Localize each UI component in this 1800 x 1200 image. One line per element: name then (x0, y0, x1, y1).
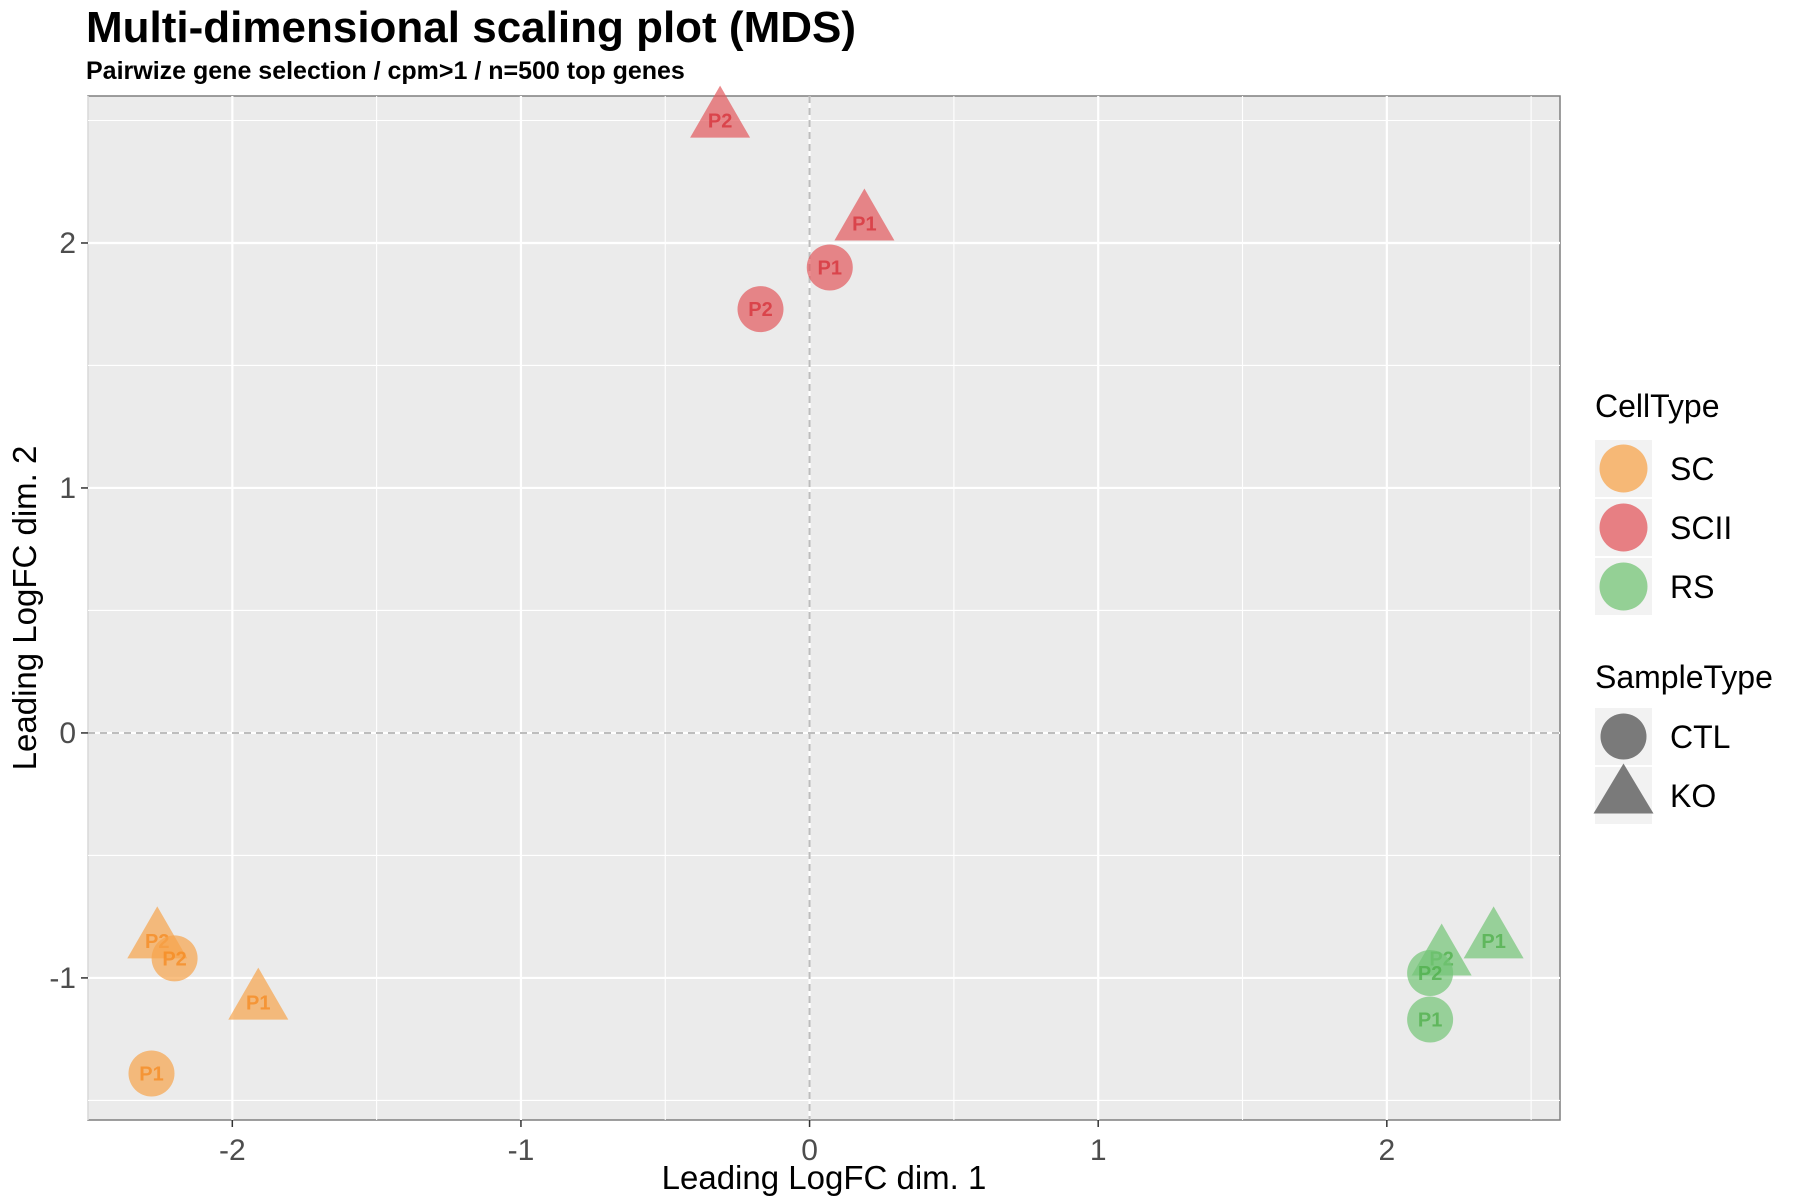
x-tick-label: -2 (219, 1134, 246, 1167)
legend-celltype-entries: SC SCII RS (1595, 440, 1732, 615)
legend-sampletype-title: SampleType (1595, 659, 1773, 695)
legend-swatch-rs (1599, 562, 1648, 611)
point-scii-ko-p1 (834, 188, 895, 241)
y-tick-label: 2 (59, 227, 76, 260)
legend-celltype-title: CellType (1595, 388, 1720, 424)
point-label: P1 (818, 257, 842, 279)
point-sc-ko-p1 (228, 967, 289, 1020)
y-tick-label: 1 (59, 472, 76, 505)
point-rs-ctl-p2 (1407, 950, 1454, 997)
point-label: P1 (139, 1063, 163, 1085)
point-label: P1 (852, 213, 876, 235)
x-tick-label: 0 (801, 1134, 818, 1167)
point-label: P2 (1418, 963, 1442, 985)
chart-title: Multi-dimensional scaling plot (MDS) (86, 3, 856, 52)
point-label: P2 (748, 299, 772, 321)
point-label: P1 (246, 992, 270, 1014)
point-label: P1 (1481, 931, 1505, 953)
legend-label-ko: KO (1670, 778, 1716, 814)
axis-ticks: -2 -1 0 1 2 -1 0 1 2 (49, 227, 1395, 1167)
x-axis-title: Leading LogFC dim. 1 (662, 1159, 987, 1196)
y-axis-title: Leading LogFC dim. 2 (6, 446, 43, 771)
legend-sampletype-entries: CTL KO (1593, 708, 1730, 824)
point-label: P2 (708, 110, 732, 132)
point-scii-ctl-p1 (806, 244, 853, 291)
point-label: P1 (1418, 1010, 1442, 1032)
point-scii-ctl-p2 (737, 286, 784, 333)
point-sc-ctl-p2 (151, 935, 198, 982)
legend-label-ctl: CTL (1670, 719, 1730, 755)
legend-shape-triangle (1593, 763, 1654, 814)
legend: CellType SC SCII RS SampleType CTL KO (1593, 388, 1773, 824)
legend-shape-circle (1600, 713, 1647, 760)
point-label: P2 (162, 948, 186, 970)
point-sc-ctl-p1 (128, 1050, 175, 1097)
legend-label-sc: SC (1670, 451, 1714, 487)
legend-swatch-sc (1599, 444, 1648, 493)
legend-label-rs: RS (1670, 569, 1714, 605)
data-points: P2P1P1P2P2P2P1P1P2P1P2P1 (127, 85, 1524, 1097)
point-scii-ko-p2 (690, 85, 751, 138)
point-rs-ctl-p1 (1407, 996, 1454, 1043)
y-tick-label: 0 (59, 717, 76, 750)
x-tick-label: 2 (1378, 1134, 1395, 1167)
legend-swatch-scii (1599, 503, 1648, 552)
chart-subtitle: Pairwize gene selection / cpm>1 / n=500 … (86, 57, 685, 85)
legend-label-scii: SCII (1670, 510, 1732, 546)
x-tick-label: -1 (508, 1134, 535, 1167)
y-tick-label: -1 (49, 962, 76, 995)
x-tick-label: 1 (1090, 1134, 1107, 1167)
point-rs-ko-p1 (1463, 906, 1524, 959)
